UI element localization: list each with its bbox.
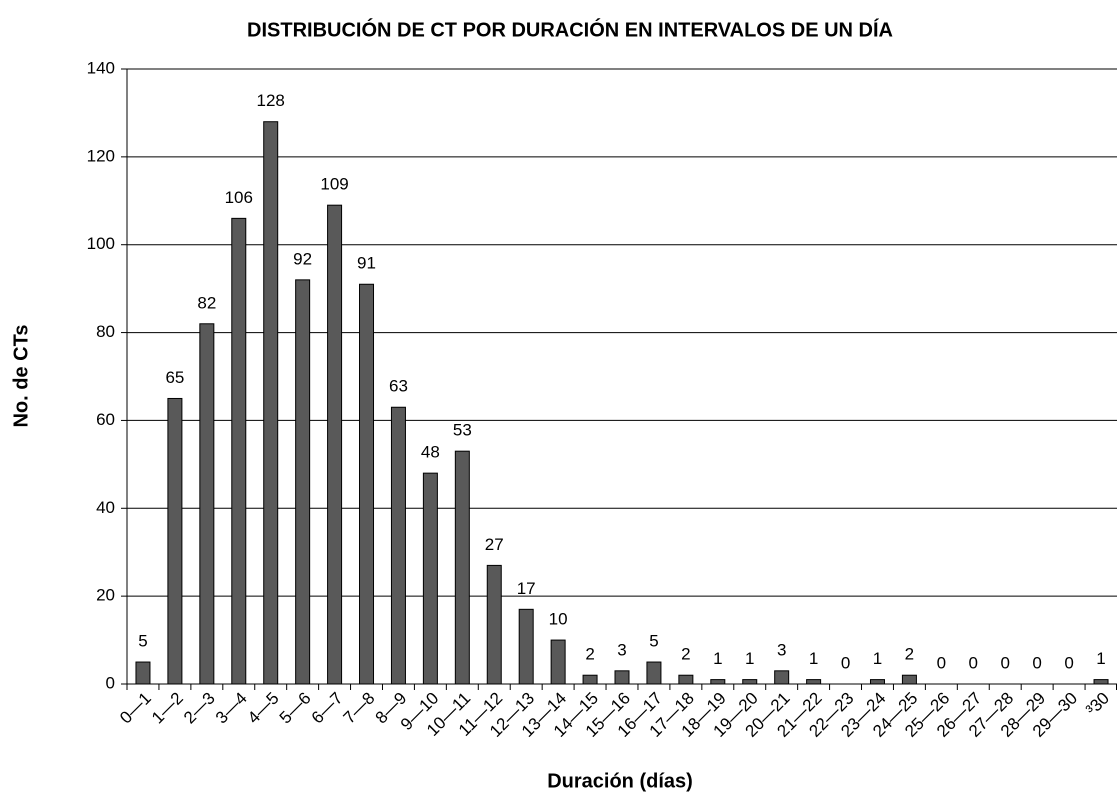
data-label: 63 <box>389 377 408 396</box>
bar <box>327 204 343 685</box>
data-label: 5 <box>649 632 658 651</box>
bar <box>710 679 726 685</box>
data-label: 65 <box>165 368 184 387</box>
bar <box>454 450 470 685</box>
bar <box>901 674 917 685</box>
y-axis-title: No. de CTs <box>10 325 32 428</box>
y-tick-label: 100 <box>87 234 115 253</box>
bar <box>231 217 247 685</box>
data-label: 2 <box>585 645 594 664</box>
data-label: 5 <box>138 632 147 651</box>
y-tick-label: 60 <box>96 410 115 429</box>
data-label: 2 <box>681 645 690 664</box>
data-label: 0 <box>841 653 850 672</box>
data-label: 2 <box>905 645 914 664</box>
bar <box>135 661 151 685</box>
data-label: 1 <box>745 649 754 668</box>
data-label: 106 <box>225 188 253 207</box>
y-tick-label: 20 <box>96 586 115 605</box>
data-label: 82 <box>197 293 216 312</box>
x-tick-label: 0—1 <box>116 689 155 728</box>
data-label: 1 <box>1096 649 1105 668</box>
x-tick-label: 4—5 <box>244 689 283 728</box>
y-tick-label: 80 <box>96 322 115 341</box>
bar <box>550 639 566 685</box>
data-label: 1 <box>713 649 722 668</box>
data-label: 0 <box>1000 653 1009 672</box>
bar <box>263 121 279 685</box>
bar <box>486 564 502 685</box>
data-label: 1 <box>873 649 882 668</box>
chart-title: DISTRIBUCIÓN DE CT POR DURACIÓN EN INTER… <box>247 17 893 41</box>
bar <box>295 279 311 685</box>
bar <box>1093 679 1109 685</box>
data-label: 3 <box>617 640 626 659</box>
bar <box>806 679 822 685</box>
bar <box>518 608 534 685</box>
data-label: 0 <box>1032 653 1041 672</box>
bar <box>359 283 375 685</box>
bar <box>646 661 662 685</box>
x-tick-label: 2—3 <box>180 689 219 728</box>
x-axis-title: Duración (días) <box>547 770 693 792</box>
bar <box>614 670 630 685</box>
x-tick-label: 5—6 <box>276 689 315 728</box>
bar <box>167 397 183 685</box>
data-label: 0 <box>969 653 978 672</box>
data-label: 0 <box>1064 653 1073 672</box>
bar <box>199 323 215 685</box>
bar <box>422 472 438 685</box>
bar <box>869 679 885 685</box>
x-tick-label: ³30 <box>1082 689 1113 720</box>
bar <box>742 679 758 685</box>
x-tick-label: 6—7 <box>308 689 347 728</box>
bar <box>678 674 694 685</box>
data-label: 10 <box>549 610 568 629</box>
x-tick-label: 7—8 <box>340 689 379 728</box>
bar <box>390 406 406 685</box>
data-label: 1 <box>809 649 818 668</box>
data-label: 17 <box>517 579 536 598</box>
data-label: 128 <box>257 91 285 110</box>
y-tick-label: 140 <box>87 58 115 77</box>
bar <box>582 674 598 685</box>
bar <box>774 670 790 685</box>
x-tick-label: 3—4 <box>212 689 251 728</box>
y-tick-label: 0 <box>106 673 115 692</box>
data-label: 0 <box>937 653 946 672</box>
data-label: 3 <box>777 640 786 659</box>
data-label: 53 <box>453 421 472 440</box>
y-tick-label: 40 <box>96 498 115 517</box>
data-label: 91 <box>357 254 376 273</box>
data-label: 92 <box>293 249 312 268</box>
data-label: 109 <box>320 175 348 194</box>
x-tick-label: 1—2 <box>148 689 187 728</box>
y-tick-label: 120 <box>87 146 115 165</box>
data-label: 27 <box>485 535 504 554</box>
data-label: 48 <box>421 443 440 462</box>
